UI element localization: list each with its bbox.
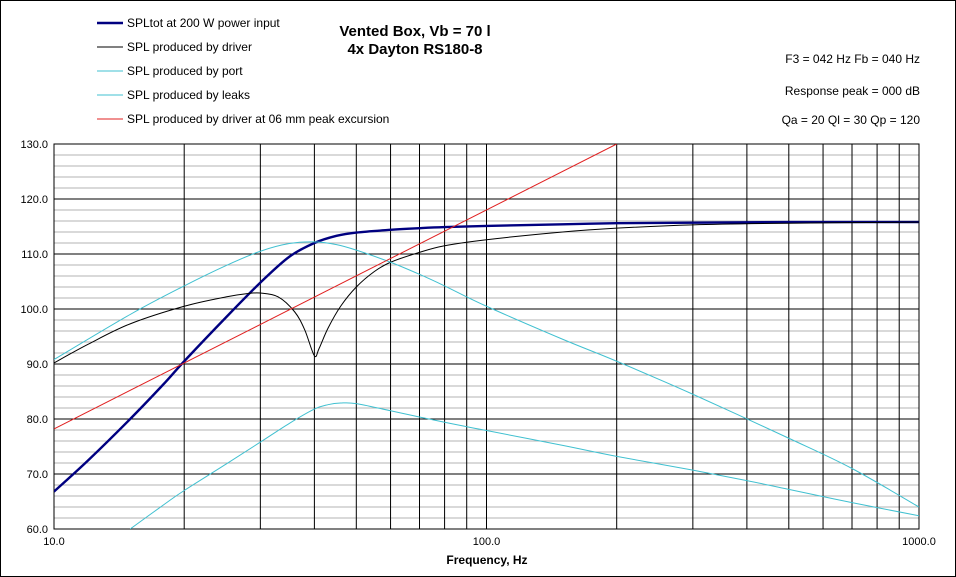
plot-border <box>53 143 920 530</box>
y-tick-label: 120.0 <box>20 194 48 206</box>
series-spl-total <box>54 220 919 493</box>
series-spl-leaks <box>129 402 919 529</box>
x-tick-label: 10.0 <box>43 536 64 548</box>
chart-subtitle: 4x Dayton RS180-8 <box>347 41 482 58</box>
y-tick-label: 80.0 <box>27 414 48 426</box>
series-spl-excursion-limit <box>54 144 617 430</box>
y-tick-label: 100.0 <box>20 304 48 316</box>
chart-series-group <box>54 144 919 529</box>
chart-legend: SPLtot at 200 W power input SPL produced … <box>97 16 389 126</box>
series-spl-port <box>54 241 919 508</box>
x-axis-label: Frequency, Hz <box>446 553 527 567</box>
legend-item-spl-total-label: SPLtot at 200 W power input <box>127 16 280 30</box>
y-tick-label: 70.0 <box>27 469 48 481</box>
series-spl-driver <box>54 221 919 364</box>
y-tick-label: 130.0 <box>20 139 48 151</box>
chart-tick-labels: 60.0 70.0 80.0 90.0 100.0 110.0 120.0 130.0 10.0… <box>20 139 935 548</box>
x-tick-label: 1000.0 <box>902 536 936 548</box>
annotation-response-peak: Response peak = 000 dB <box>785 84 920 98</box>
legend-item-spl-port-label: SPL produced by port <box>127 64 243 78</box>
annotation-q-values: Qa = 20 Ql = 30 Qp = 120 <box>782 113 921 127</box>
y-tick-label: 110.0 <box>21 249 48 261</box>
legend-item-spl-excursion-label: SPL produced by driver at 06 mm peak exc… <box>127 112 389 126</box>
legend-item-spl-driver-label: SPL produced by driver <box>127 40 252 54</box>
chart-grid <box>53 143 920 530</box>
y-tick-label: 60.0 <box>27 524 48 536</box>
legend-item-spl-leaks-label: SPL produced by leaks <box>127 88 250 102</box>
x-tick-label: 100.0 <box>473 536 501 548</box>
chart-title: Vented Box, Vb = 70 l <box>339 23 490 40</box>
annotation-f3-fb: F3 = 042 Hz Fb = 040 Hz <box>785 52 920 66</box>
y-tick-label: 90.0 <box>27 359 48 371</box>
